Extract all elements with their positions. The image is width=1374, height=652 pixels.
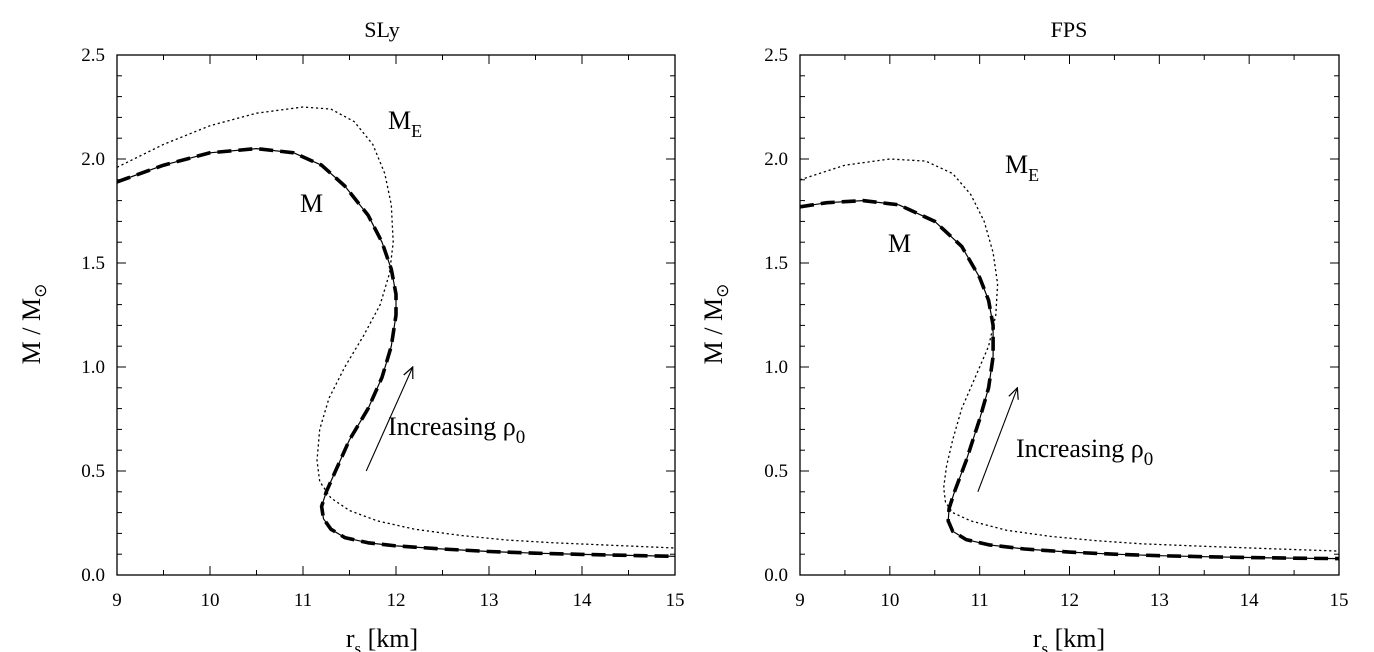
x-tick-label: 14 <box>573 590 593 611</box>
chart-panel-sly: SLy M / M⊙ rs [km] ME M Increasing ρ0 9 1… <box>17 17 685 652</box>
m-label: M <box>888 229 911 258</box>
x-tick-label: 10 <box>201 590 220 611</box>
x-axis-label: rs [km] <box>346 624 418 652</box>
y-tick-label: 0.0 <box>81 565 105 586</box>
x-tick-label: 11 <box>294 590 312 611</box>
chart-panel-fps: FPS M / M⊙ rs [km] ME M Increasing ρ0 9 1… <box>699 17 1349 652</box>
y-tick-label: 0.5 <box>81 461 105 482</box>
y-tick-label: 1.0 <box>764 357 788 378</box>
plot-frame <box>799 54 1340 576</box>
y-axis-label: M / M⊙ <box>699 284 732 365</box>
chart-title: SLy <box>364 17 399 42</box>
x-tick-label: 9 <box>795 590 805 611</box>
series-line-dotted <box>800 158 1339 552</box>
increasing-rho-label: Increasing ρ0 <box>388 412 525 448</box>
x-tick-label: 11 <box>971 590 989 611</box>
y-tick-label: 2.5 <box>764 45 788 66</box>
y-tick-label: 1.5 <box>81 253 105 274</box>
x-tick-label: 12 <box>1060 590 1079 611</box>
increasing-arrow <box>977 388 1018 492</box>
y-tick-label: 1.5 <box>764 253 788 274</box>
x-tick-label: 13 <box>1150 590 1169 611</box>
y-tick-label: 2.5 <box>81 45 105 66</box>
y-tick-label: 2.0 <box>81 149 105 170</box>
series-line-solid <box>800 200 1339 560</box>
increasing-arrow <box>365 367 413 472</box>
x-tick-label: 10 <box>880 590 899 611</box>
series-line-dashed <box>800 198 1339 561</box>
me-label: ME <box>388 106 422 141</box>
x-tick-label: 15 <box>1330 590 1349 611</box>
x-axis-label: rs [km] <box>1033 624 1105 652</box>
y-tick-label: 0.0 <box>764 565 788 586</box>
y-axis-label: M / M⊙ <box>17 284 50 365</box>
x-tick-label: 9 <box>112 590 122 611</box>
y-tick-label: 0.5 <box>764 461 788 482</box>
x-tick-label: 13 <box>480 590 499 611</box>
y-tick-label: 1.0 <box>81 357 105 378</box>
x-tick-label: 15 <box>666 590 685 611</box>
chart-title: FPS <box>1051 17 1088 42</box>
increasing-rho-label: Increasing ρ0 <box>1016 434 1153 470</box>
x-tick-label: 12 <box>387 590 406 611</box>
series-line-dotted <box>117 106 675 549</box>
y-tick-label: 2.0 <box>764 149 788 170</box>
series-line-solid <box>117 148 675 557</box>
series-line-dashed <box>117 146 675 559</box>
m-label: M <box>300 189 323 218</box>
me-label: ME <box>1005 150 1039 185</box>
x-tick-label: 14 <box>1240 590 1260 611</box>
